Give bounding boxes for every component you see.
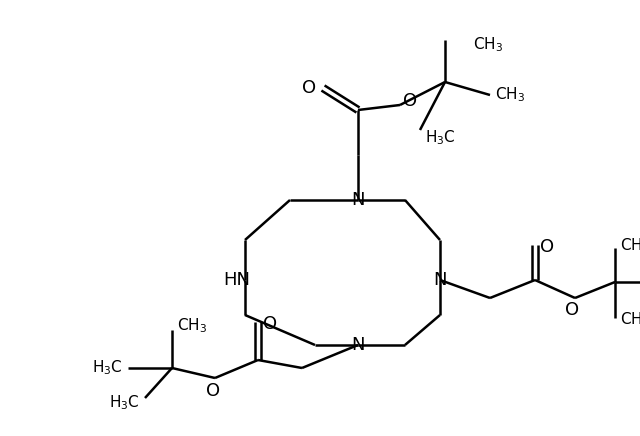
- Text: N: N: [351, 191, 365, 209]
- Text: O: O: [565, 301, 579, 319]
- Text: H$_3$C: H$_3$C: [92, 359, 123, 377]
- Text: O: O: [206, 382, 220, 400]
- Text: N: N: [351, 336, 365, 354]
- Text: O: O: [263, 315, 277, 333]
- Text: CH$_3$: CH$_3$: [473, 36, 503, 54]
- Text: H$_3$C: H$_3$C: [425, 129, 456, 147]
- Text: N: N: [433, 271, 447, 289]
- Text: O: O: [403, 92, 417, 110]
- Text: CH$_3$: CH$_3$: [620, 237, 640, 255]
- Text: O: O: [302, 79, 316, 97]
- Text: CH$_3$: CH$_3$: [495, 85, 525, 104]
- Text: CH$_3$: CH$_3$: [177, 317, 207, 335]
- Text: O: O: [540, 238, 554, 256]
- Text: HN: HN: [223, 271, 250, 289]
- Text: H$_3$C: H$_3$C: [109, 394, 140, 412]
- Text: CH$_3$: CH$_3$: [620, 311, 640, 329]
